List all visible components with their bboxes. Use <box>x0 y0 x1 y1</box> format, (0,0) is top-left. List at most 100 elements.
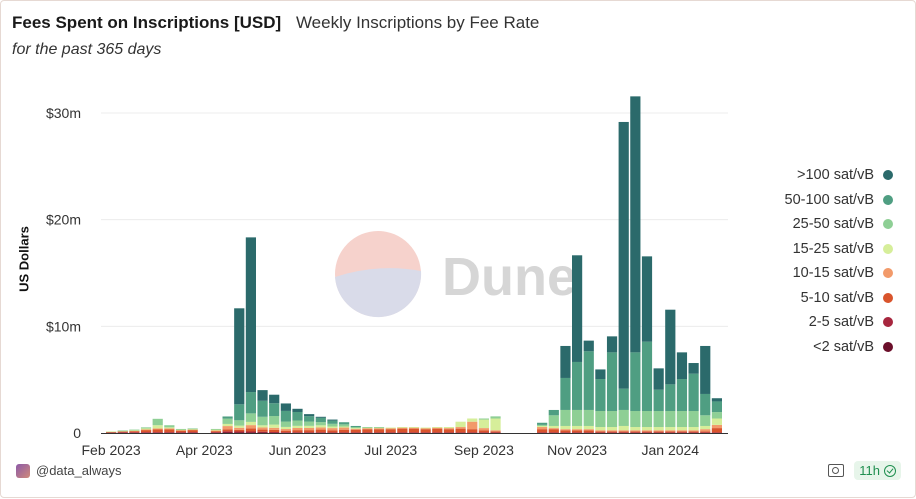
bar-segment <box>257 416 268 426</box>
bar-segment <box>304 430 315 433</box>
legend-item[interactable]: <2 sat/vB <box>743 335 893 360</box>
bar-segment <box>339 424 350 427</box>
footer-user[interactable]: @data_always <box>16 463 121 478</box>
bar-segment <box>560 409 571 426</box>
bar-segment <box>548 429 559 433</box>
bar-segment <box>339 426 350 428</box>
legend-swatch-icon <box>883 341 893 352</box>
chart-title: Fees Spent on Inscriptions [USD] <box>12 13 282 32</box>
bar-segment <box>583 430 594 433</box>
bar-segment <box>560 432 571 434</box>
bar-segment <box>234 431 245 433</box>
bar-segment <box>164 429 175 433</box>
bar-segment <box>304 421 315 426</box>
bar-segment <box>175 432 187 433</box>
bar-segment <box>455 421 466 428</box>
bar-segment <box>222 432 233 434</box>
bar-segment <box>187 430 198 433</box>
legend-item[interactable]: 5-10 sat/vB <box>743 286 893 311</box>
x-tick-label: Jan 2024 <box>641 442 699 458</box>
bar-segment <box>618 431 629 433</box>
bar-segment <box>280 410 291 422</box>
bar-segment <box>408 432 420 434</box>
bar-segment <box>292 420 303 426</box>
bar-segment <box>362 428 373 430</box>
bar-segment <box>280 426 291 430</box>
bar-segment <box>665 427 676 431</box>
bar-segment <box>245 421 256 426</box>
bar-segment <box>152 418 163 426</box>
bar-segment <box>560 345 571 378</box>
bar-segment <box>560 377 571 410</box>
bar-segment <box>711 401 722 413</box>
bar-segment <box>432 432 443 434</box>
bar-segment <box>606 432 618 434</box>
legend-swatch-icon <box>883 243 893 254</box>
bar-segment <box>245 425 256 429</box>
bar-segment <box>292 425 303 428</box>
bar-segment <box>175 429 187 431</box>
refresh-badge[interactable]: 11h <box>854 461 901 480</box>
bar-segment <box>362 427 373 429</box>
bar-segment <box>548 409 559 416</box>
bar-segment <box>665 411 676 428</box>
bar-segment <box>478 418 489 420</box>
bars <box>106 96 722 434</box>
bar-segment <box>548 428 559 430</box>
bar-segment <box>443 432 455 434</box>
footer-actions: 11h <box>828 461 901 480</box>
legend-item[interactable]: 10-15 sat/vB <box>743 261 893 286</box>
bar-segment <box>140 428 152 430</box>
legend-item[interactable]: 25-50 sat/vB <box>743 212 893 237</box>
bar-segment <box>478 430 489 433</box>
bar-segment <box>234 427 245 430</box>
bar-segment <box>304 416 315 422</box>
bar-segment <box>140 429 152 431</box>
bar-segment <box>711 398 722 402</box>
username[interactable]: @data_always <box>36 463 122 478</box>
legend-item[interactable]: 2-5 sat/vB <box>743 310 893 335</box>
bar-segment <box>711 428 722 433</box>
bar-segment <box>397 427 408 429</box>
bar-segment <box>630 430 641 432</box>
bar-segment <box>245 237 256 393</box>
bar-segment <box>292 427 303 431</box>
x-tick-label: Feb 2023 <box>82 442 141 458</box>
legend-item[interactable]: 15-25 sat/vB <box>743 237 893 262</box>
bar-segment <box>269 427 280 430</box>
bar-segment <box>152 432 163 433</box>
bar-segment <box>350 432 361 434</box>
bar-segment <box>537 432 548 434</box>
bar-segment <box>245 392 256 414</box>
bar-segment <box>537 425 548 428</box>
bar-segment <box>688 373 699 412</box>
bar-segment <box>595 432 606 434</box>
chart-description: for the past 365 days <box>12 41 162 58</box>
bar-segment <box>700 393 711 416</box>
camera-icon[interactable] <box>828 464 845 477</box>
bar-segment <box>292 408 303 412</box>
bar-segment <box>292 432 303 434</box>
bar-segment <box>397 427 408 428</box>
bar-segment <box>711 418 722 425</box>
bar-segment <box>700 415 711 426</box>
legend-item[interactable]: 50-100 sat/vB <box>743 188 893 213</box>
x-tick-label: Nov 2023 <box>547 442 607 458</box>
legend-swatch-icon <box>883 317 893 328</box>
bar-segment <box>688 411 699 428</box>
refresh-age: 11h <box>859 463 880 478</box>
bar-segment <box>280 432 291 434</box>
bar-segment <box>245 431 256 433</box>
legend-label: 25-50 sat/vB <box>792 216 874 233</box>
bar-segment <box>630 96 641 353</box>
bar-segment <box>455 427 466 429</box>
bar-segment <box>140 432 152 433</box>
bar-segment <box>560 430 571 433</box>
bar-segment <box>373 429 385 433</box>
legend-item[interactable]: >100 sat/vB <box>743 163 893 188</box>
legend-swatch-icon <box>883 219 893 230</box>
chart-header: Fees Spent on Inscriptions [USD] Weekly … <box>12 13 539 33</box>
bar-segment <box>688 430 699 432</box>
bar-segment <box>676 411 688 428</box>
bar-segment <box>222 431 233 433</box>
